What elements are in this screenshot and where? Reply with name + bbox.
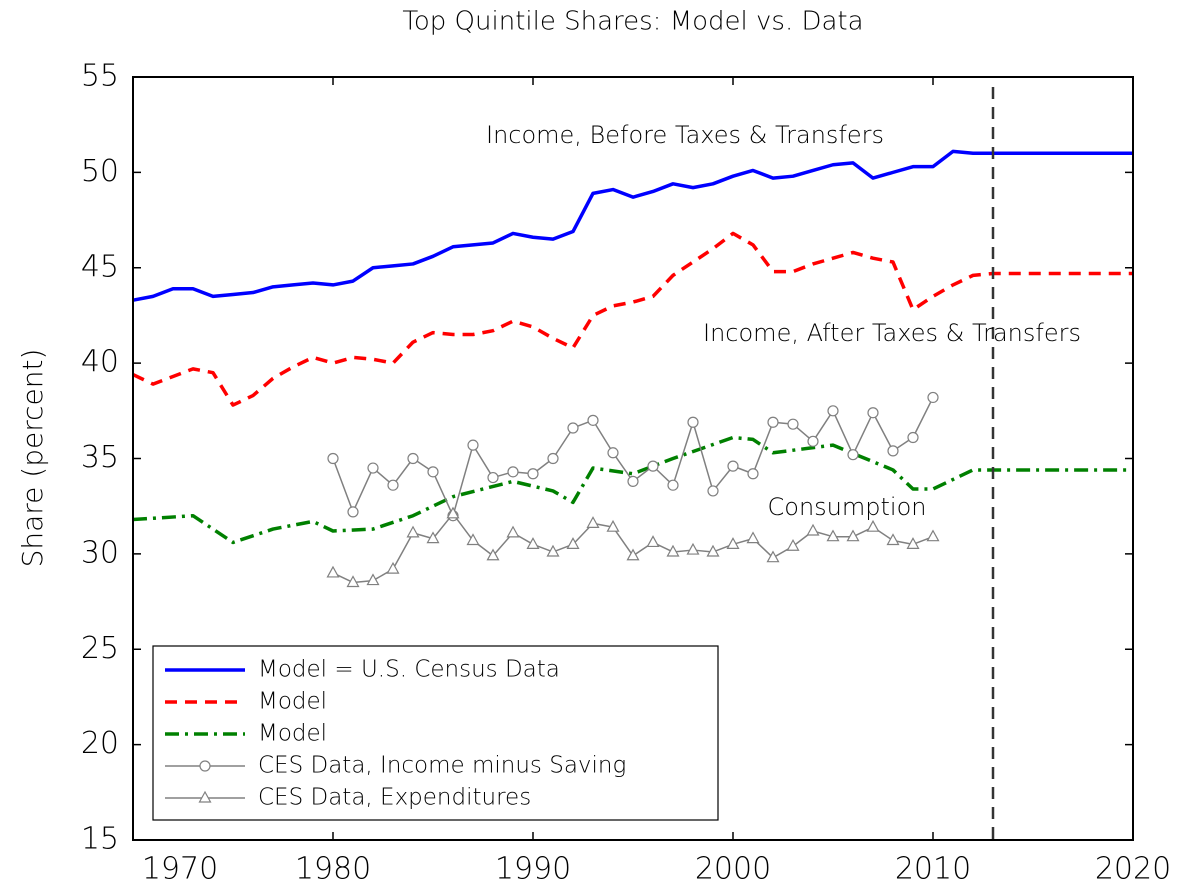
marker bbox=[367, 462, 379, 474]
marker bbox=[727, 460, 739, 472]
marker bbox=[806, 523, 820, 536]
x-tick-label: 2020 bbox=[1095, 852, 1171, 887]
marker bbox=[646, 535, 660, 548]
marker bbox=[926, 529, 940, 542]
marker bbox=[706, 544, 720, 557]
marker bbox=[726, 537, 740, 549]
legend-label: CES Data, Income minus Saving bbox=[258, 753, 626, 779]
marker bbox=[867, 407, 879, 419]
marker bbox=[907, 431, 919, 444]
marker bbox=[407, 452, 419, 465]
series-line bbox=[332, 513, 934, 584]
y-tick-label: 20 bbox=[81, 726, 119, 761]
y-tick-label: 15 bbox=[81, 822, 119, 857]
marker bbox=[746, 531, 760, 544]
marker bbox=[767, 416, 779, 428]
marker bbox=[866, 519, 880, 532]
marker bbox=[927, 391, 939, 404]
marker bbox=[787, 418, 799, 430]
y-tick-label: 35 bbox=[81, 440, 119, 475]
y-axis-label: Share (percent) bbox=[16, 349, 49, 568]
marker bbox=[667, 479, 679, 491]
marker bbox=[906, 537, 920, 549]
chart-title: Top Quintile Shares: Model vs. Data bbox=[402, 7, 863, 37]
x-tick-label: 1990 bbox=[495, 852, 571, 887]
marker bbox=[567, 422, 579, 434]
marker bbox=[786, 538, 800, 551]
marker bbox=[846, 529, 860, 542]
marker bbox=[387, 479, 399, 491]
marker bbox=[607, 447, 619, 459]
marker bbox=[487, 471, 499, 484]
marker bbox=[707, 485, 719, 497]
marker bbox=[467, 439, 479, 451]
marker bbox=[406, 525, 420, 538]
y-tick-label: 55 bbox=[81, 59, 119, 94]
x-tick-label: 2000 bbox=[695, 852, 771, 887]
annotation: Income, After Taxes & Transfers bbox=[703, 319, 1081, 347]
marker bbox=[627, 475, 639, 487]
y-tick-label: 40 bbox=[81, 345, 119, 380]
marker bbox=[887, 445, 899, 457]
marker bbox=[327, 452, 339, 465]
marker bbox=[647, 460, 659, 472]
marker bbox=[666, 544, 680, 557]
legend-label: CES Data, Expenditures bbox=[258, 785, 531, 811]
annotation: Consumption bbox=[768, 493, 927, 521]
marker bbox=[346, 575, 360, 588]
marker bbox=[427, 466, 439, 478]
marker bbox=[826, 529, 840, 542]
marker bbox=[766, 550, 780, 563]
marker bbox=[466, 533, 480, 546]
plot-area bbox=[132, 149, 1133, 588]
marker bbox=[446, 506, 460, 519]
marker bbox=[347, 506, 359, 518]
marker bbox=[546, 544, 560, 557]
legend-box bbox=[152, 645, 719, 821]
legend-marker bbox=[198, 790, 212, 803]
marker bbox=[686, 542, 700, 555]
marker bbox=[506, 525, 520, 538]
x-tick-label: 1980 bbox=[295, 852, 371, 887]
x-tick-label: 2010 bbox=[895, 852, 971, 887]
y-tick-label: 30 bbox=[81, 535, 119, 570]
marker bbox=[566, 537, 580, 549]
annotation: Income, Before Taxes & Transfers bbox=[486, 121, 884, 149]
marker bbox=[747, 468, 759, 480]
marker bbox=[807, 435, 819, 447]
legend-label: Model bbox=[258, 689, 327, 715]
marker bbox=[366, 573, 380, 586]
x-tick-label: 1970 bbox=[142, 852, 218, 887]
marker bbox=[687, 416, 699, 428]
marker bbox=[606, 519, 620, 532]
marker bbox=[527, 468, 539, 480]
marker bbox=[847, 449, 859, 461]
marker bbox=[426, 531, 440, 544]
legend-marker bbox=[199, 760, 211, 772]
legend-label: Model bbox=[258, 721, 327, 747]
marker bbox=[886, 533, 900, 546]
legend-label: Model = U.S. Census Data bbox=[258, 657, 560, 683]
y-tick-label: 50 bbox=[81, 154, 119, 189]
marker bbox=[626, 548, 640, 561]
marker bbox=[587, 414, 599, 426]
marker bbox=[507, 466, 519, 478]
marker bbox=[326, 565, 340, 578]
y-tick-label: 45 bbox=[81, 249, 119, 284]
marker bbox=[386, 561, 400, 574]
marker bbox=[547, 452, 559, 465]
marker bbox=[486, 548, 500, 561]
marker bbox=[526, 537, 540, 549]
y-tick-label: 25 bbox=[81, 631, 119, 666]
marker bbox=[827, 405, 839, 417]
marker bbox=[586, 516, 600, 528]
series-line bbox=[132, 435, 1133, 545]
series-line bbox=[132, 149, 1133, 302]
